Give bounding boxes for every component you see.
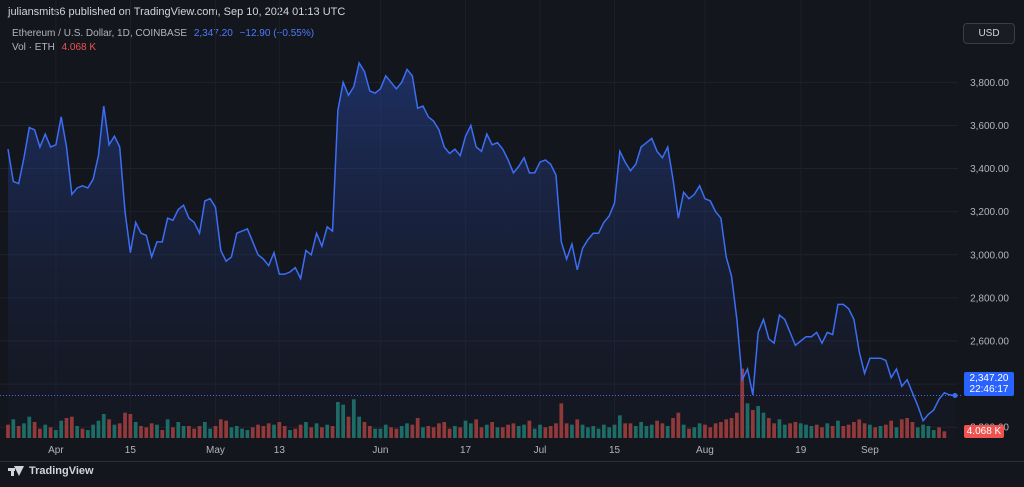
x-tick-label: Sep xyxy=(861,445,879,456)
x-tick-label: Jun xyxy=(372,445,388,456)
x-tick-label: Apr xyxy=(48,445,64,456)
y-tick-label: 3,800.00 xyxy=(970,78,1009,89)
legend-vol-label[interactable]: Vol · ETH xyxy=(12,42,55,53)
x-tick-label: 13 xyxy=(274,445,286,456)
last-price-tag-price: 2,347.20 xyxy=(969,373,1009,384)
x-tick-label: 19 xyxy=(795,445,807,456)
price-area xyxy=(8,62,955,439)
x-tick-label: Jul xyxy=(534,445,547,456)
price-line xyxy=(7,60,956,423)
legend-last-price: 2,347.20 xyxy=(193,28,233,39)
y-tick-label: 3,600.00 xyxy=(970,121,1009,132)
last-price-dot xyxy=(952,393,958,399)
y-tick-label: 2,600.00 xyxy=(970,337,1009,348)
tradingview-logo[interactable]: TradingView xyxy=(8,465,94,477)
y-tick-label: 3,200.00 xyxy=(970,207,1009,218)
last-price-tag-countdown: 22:46:17 xyxy=(969,384,1009,395)
legend-symbol[interactable]: Ethereum / U.S. Dollar, 1D, COINBASE xyxy=(12,28,188,39)
last-price-tag: 2,347.20 22:46:17 xyxy=(964,372,1014,396)
x-tick-label: 15 xyxy=(609,445,621,456)
publisher-line: juliansmits6 published on TradingView.co… xyxy=(8,6,346,18)
legend-symbol-row: Ethereum / U.S. Dollar, 1D, COINBASE 2,3… xyxy=(12,27,314,41)
x-tick-label: May xyxy=(206,445,225,456)
chart-legend: Ethereum / U.S. Dollar, 1D, COINBASE 2,3… xyxy=(12,27,314,55)
legend-vol-value: 4.068 K xyxy=(61,42,97,53)
x-tick-label: Aug xyxy=(696,445,714,456)
footer-bar xyxy=(0,461,1024,487)
y-tick-label: 3,000.00 xyxy=(970,250,1009,261)
y-tick-label: 3,400.00 xyxy=(970,164,1009,175)
price-chart[interactable]: 2,200.002,400.002,600.002,800.003,000.00… xyxy=(0,0,1024,461)
volume-tag: 4.068 K xyxy=(964,425,1004,438)
tradingview-brand-label: TradingView xyxy=(29,465,94,477)
time-axis[interactable]: Apr 15 May 13 Jun 17 Jul 15 Aug 19 Sep xyxy=(48,445,879,456)
legend-change: −12.90 (−0.55%) xyxy=(239,28,315,39)
x-tick-label: 17 xyxy=(460,445,472,456)
x-tick-label: 15 xyxy=(125,445,137,456)
currency-button[interactable]: USD xyxy=(963,23,1015,44)
y-tick-label: 2,800.00 xyxy=(970,293,1009,304)
legend-volume-row: Vol · ETH 4.068 K xyxy=(12,41,314,55)
tradingview-logo-icon xyxy=(8,466,24,476)
